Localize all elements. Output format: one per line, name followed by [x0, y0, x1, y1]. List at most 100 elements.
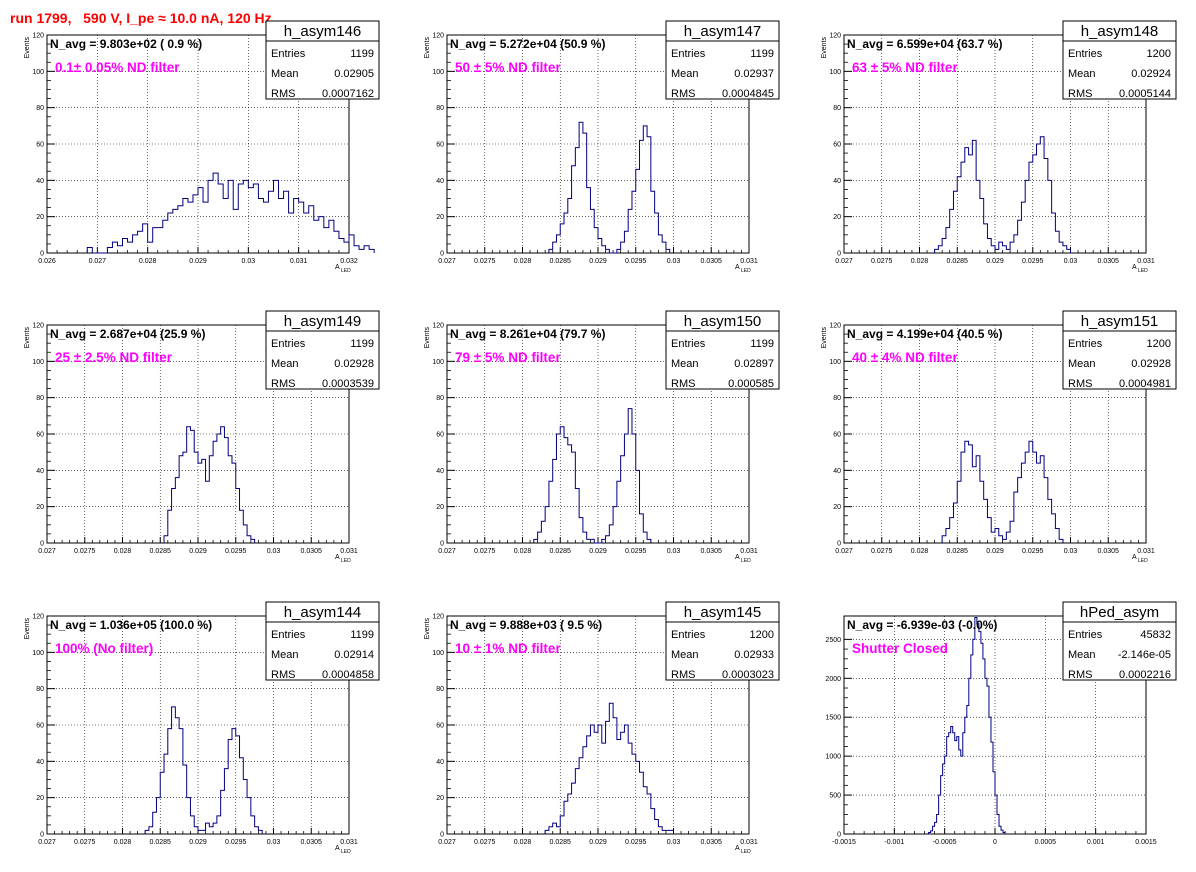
histogram-bin [965, 441, 969, 543]
histogram-bin [961, 162, 965, 253]
histogram-bin [138, 231, 143, 253]
histogram-bin [1001, 830, 1003, 834]
histogram-bin [572, 452, 576, 543]
stats-value: 0.0003023 [722, 669, 774, 681]
histogram-bin [299, 202, 304, 253]
x-tick-label: 0.03 [1064, 258, 1078, 265]
x-axis-title: A [335, 845, 340, 852]
stats-value: 0.0004845 [722, 88, 774, 100]
navg-text: N_avg = 9.888e+03 ( 9.5 %) [450, 618, 602, 632]
histogram-bin [617, 249, 621, 253]
x-tick-label: 0.0305 [301, 548, 323, 555]
histogram-bin [274, 180, 279, 253]
histogram-bins [548, 121, 671, 254]
histogram-bin [251, 816, 255, 834]
stats-key: Mean [1068, 358, 1096, 370]
histogram-bin [179, 729, 183, 834]
y-axis-title: Events [24, 618, 31, 640]
x-tick-label: 0.0275 [871, 548, 893, 555]
histogram-bin [971, 655, 973, 834]
y-tick-label: 120 [32, 614, 44, 621]
histogram-bin [951, 727, 953, 834]
histogram-panel: 0.027 0.0275 0.028 0.0285 0.029 0.0295 0.03 0.0… [424, 20, 780, 274]
histogram-bin [349, 235, 354, 253]
histogram-bin [965, 148, 969, 253]
histogram-bin [935, 822, 937, 834]
stats-key: Entries [671, 48, 706, 60]
y-tick-label: 100 [829, 359, 841, 366]
histogram-bin [651, 191, 655, 253]
histogram-bin [294, 199, 299, 254]
stats-key: Mean [271, 358, 299, 370]
y-tick-label: 20 [436, 214, 444, 221]
histogram-bin [999, 536, 1003, 543]
x-axis-title-subscript: LED [341, 558, 351, 564]
histogram-bin [942, 238, 946, 253]
stats-value: 0.0007162 [322, 88, 374, 100]
y-tick-label: 120 [432, 33, 444, 40]
histogram-bin [959, 750, 961, 834]
histogram-bin [248, 188, 253, 253]
stats-value: 0.02897 [734, 358, 774, 370]
x-tick-label: 0.027 [38, 548, 56, 555]
y-tick-label: 100 [32, 650, 44, 657]
histogram-bin [980, 481, 984, 543]
x-axis-title: A [335, 554, 340, 561]
histogram-bin [606, 721, 610, 834]
histogram-name: h_asym147 [684, 23, 762, 40]
stats-box: h_asym148 Entries 1200 Mean 0.02924 RMS 0.0005… [1062, 20, 1177, 100]
histogram-bin [194, 452, 198, 543]
histogram-bin [929, 832, 931, 834]
histogram-bin [560, 816, 564, 834]
y-tick-label: 40 [833, 468, 841, 475]
histogram-bin [329, 220, 334, 253]
stats-box-frame [265, 310, 380, 390]
stats-key: RMS [1068, 669, 1092, 681]
histogram-bin [979, 632, 981, 834]
histogram-bin [238, 184, 243, 253]
histogram-bin [183, 765, 187, 834]
histogram-bin [647, 794, 651, 834]
histogram-bin [1029, 162, 1033, 253]
histogram-bin [168, 510, 172, 543]
x-axis-title: A [735, 264, 740, 271]
stats-value: 1199 [350, 338, 374, 350]
histogram-bin [198, 463, 202, 543]
histogram-bin [233, 209, 238, 253]
stats-key: Mean [1068, 68, 1096, 80]
histogram-bin [339, 238, 344, 253]
histogram-bin [973, 639, 975, 834]
histogram-bin [564, 213, 568, 253]
histogram-bin [583, 747, 587, 834]
y-tick-label: 80 [833, 105, 841, 112]
histogram-bin [168, 729, 172, 834]
y-tick-label: 60 [36, 723, 44, 730]
histogram-bin [602, 539, 606, 543]
histogram-bin [1010, 521, 1014, 543]
stats-value: 1200 [1147, 338, 1171, 350]
histogram-bin [995, 795, 997, 834]
y-tick-label: 80 [36, 105, 44, 112]
histogram-bin [572, 783, 576, 834]
histogram-bin [647, 137, 651, 253]
histogram-bin [1044, 159, 1048, 253]
histogram-bin [621, 732, 625, 834]
stats-box: h_asym150 Entries 1199 Mean 0.02897 RMS 0.0005… [665, 310, 780, 390]
histogram-bin [545, 830, 549, 834]
histogram-bin [935, 249, 939, 253]
histogram-bin [556, 434, 560, 543]
histogram-bin [972, 140, 976, 253]
histogram-bin [997, 815, 999, 834]
histogram-bin [583, 133, 587, 253]
histogram-bin [247, 536, 251, 543]
histogram-bin [583, 532, 587, 543]
histogram-bin [153, 812, 157, 834]
histogram-bin [213, 173, 218, 253]
stats-key: Entries [271, 629, 306, 641]
navg-text: N_avg = 4.199e+04 (40.5 %) [847, 327, 1002, 341]
histogram-bin [556, 235, 560, 253]
x-tick-label: 0.032 [340, 258, 358, 265]
x-axis-title-subscript: LED [341, 849, 351, 855]
histogram-bin [1006, 532, 1010, 543]
histogram-bin [963, 733, 965, 834]
